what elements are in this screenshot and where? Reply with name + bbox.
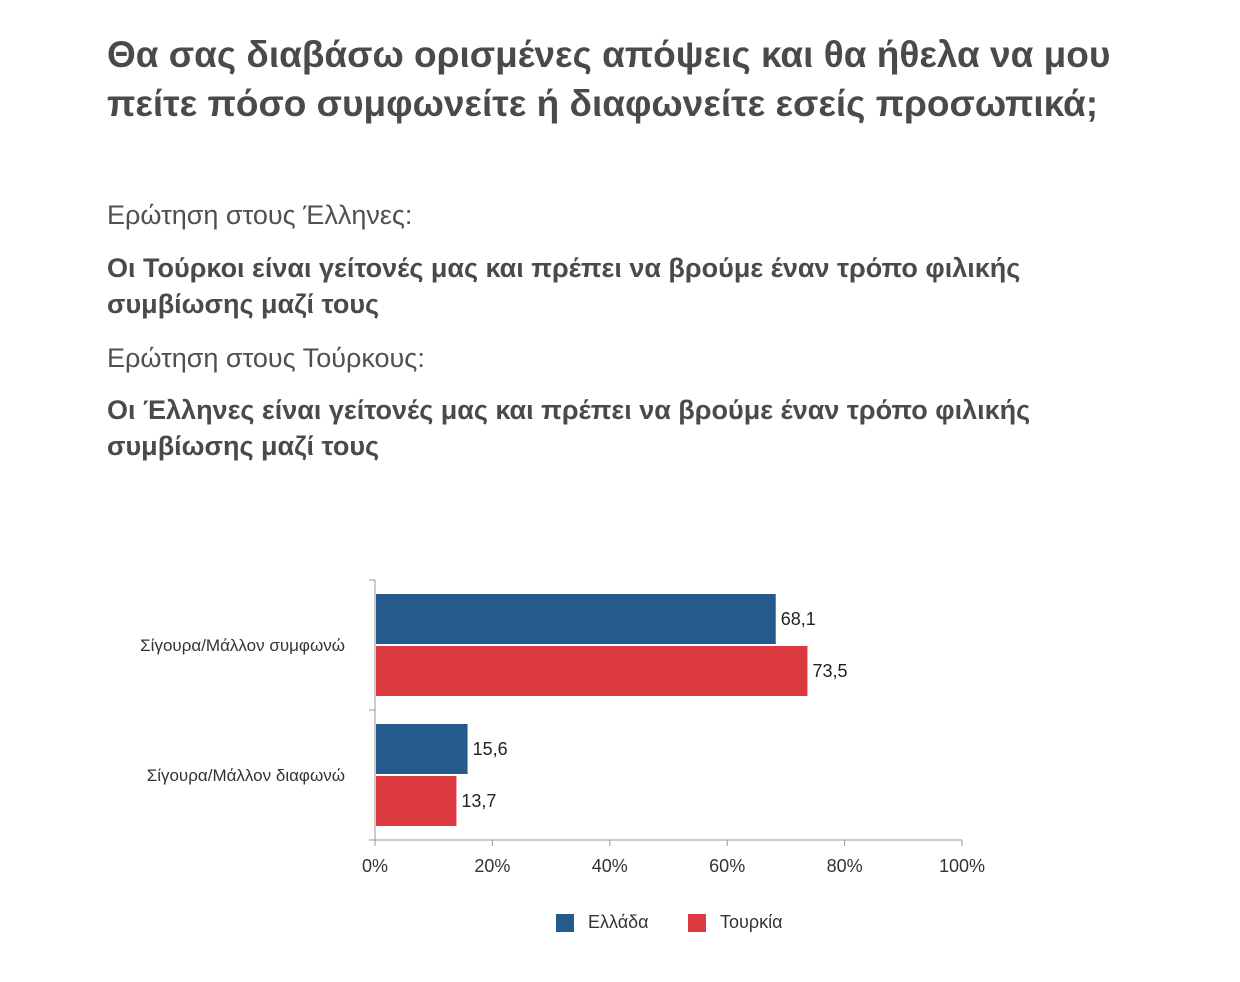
page-title: Θα σας διαβάσω ορισμένες απόψεις και θα … [107,34,1111,124]
x-tick-label: 40% [592,856,628,876]
x-tick-label: 20% [474,856,510,876]
category-label: Σίγουρα/Μάλλον συμφωνώ [140,636,345,655]
bar-turkey [376,776,457,826]
bar-greece [376,594,776,644]
legend-item-greece: Ελλάδα [556,912,649,933]
data-label: 15,6 [473,739,508,759]
data-label: 73,5 [812,661,847,681]
x-tick-label: 100% [939,856,985,876]
question-greeks-text: Οι Τούρκοι είναι γείτονές μας και πρέπει… [107,253,1021,319]
x-tick-label: 60% [709,856,745,876]
bar-turkey [376,646,808,696]
legend-label-greece: Ελλάδα [588,912,649,932]
question-turks-text: Οι Έλληνες είναι γείτονές μας και πρέπει… [107,395,1031,461]
question-turks-label: Ερώτηση στους Τούρκους: [107,343,425,373]
legend-swatch-turkey [688,913,706,932]
category-label: Σίγουρα/Μάλλον διαφωνώ [147,766,345,785]
question-greeks-label: Ερώτηση στους Έλληνες: [107,200,413,230]
legend-label-turkey: Τουρκία [720,912,783,932]
data-label: 68,1 [781,609,816,629]
data-label: 13,7 [461,791,496,811]
x-tick-label: 0% [362,856,388,876]
bar-greece [376,724,468,774]
legend-item-turkey: Τουρκία [688,912,783,933]
x-tick-label: 80% [827,856,863,876]
legend-swatch-greece [556,913,574,932]
